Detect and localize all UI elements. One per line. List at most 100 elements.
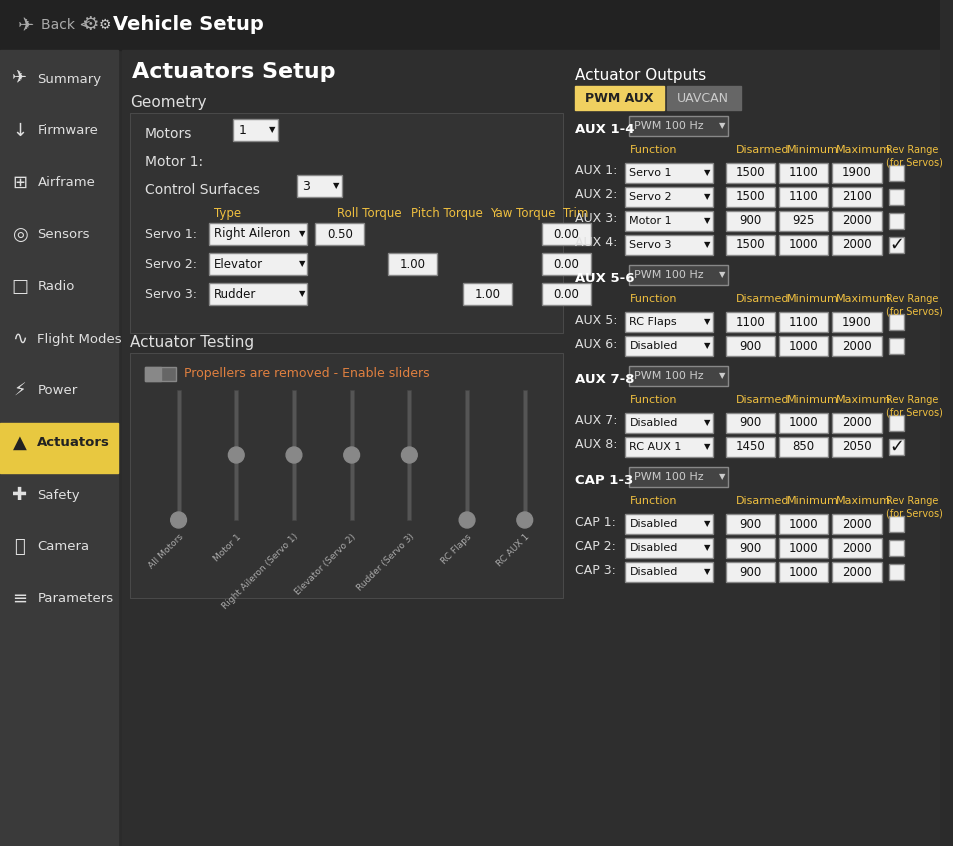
Text: 1: 1 xyxy=(238,124,246,136)
Text: 1100: 1100 xyxy=(788,167,818,179)
Text: RC Flaps: RC Flaps xyxy=(439,532,473,566)
Text: Right Aileron (Servo 1): Right Aileron (Servo 1) xyxy=(221,532,300,612)
Text: Elevator: Elevator xyxy=(213,257,263,271)
Text: CAP 1:: CAP 1: xyxy=(575,515,616,529)
Circle shape xyxy=(286,447,301,463)
Bar xyxy=(624,562,713,582)
Bar xyxy=(779,211,827,231)
Bar xyxy=(209,253,307,275)
Text: ▼: ▼ xyxy=(703,317,710,327)
Bar xyxy=(350,390,354,520)
Text: 1500: 1500 xyxy=(735,167,764,179)
Text: 850: 850 xyxy=(792,441,814,453)
Text: 2000: 2000 xyxy=(841,565,871,579)
Text: PWM AUX: PWM AUX xyxy=(585,91,653,105)
Text: Roll Torque: Roll Torque xyxy=(336,207,401,220)
Text: Minimum: Minimum xyxy=(786,395,838,405)
Text: PWM 100 Hz: PWM 100 Hz xyxy=(634,270,703,280)
Bar xyxy=(779,312,827,332)
Text: ↓: ↓ xyxy=(12,122,28,140)
Bar xyxy=(887,540,903,556)
Text: Minimum: Minimum xyxy=(786,496,838,506)
Text: Rev Range
(for Servos): Rev Range (for Servos) xyxy=(884,496,942,519)
Bar xyxy=(887,439,903,455)
Text: ▼: ▼ xyxy=(298,289,305,299)
Bar xyxy=(779,538,827,558)
Text: ▼: ▼ xyxy=(703,168,710,178)
Bar xyxy=(624,235,713,255)
Text: UAVCAN: UAVCAN xyxy=(677,91,729,105)
Text: PWM 100 Hz: PWM 100 Hz xyxy=(634,121,703,131)
Text: Disabled: Disabled xyxy=(629,543,678,553)
Text: Elevator (Servo 2): Elevator (Servo 2) xyxy=(294,532,357,596)
Text: 900: 900 xyxy=(739,215,760,228)
Text: Function: Function xyxy=(629,496,677,506)
Text: 1100: 1100 xyxy=(735,316,764,328)
Bar xyxy=(541,283,591,305)
Text: ▼: ▼ xyxy=(703,568,710,576)
Bar xyxy=(624,514,713,534)
Text: 0.00: 0.00 xyxy=(553,288,578,300)
Circle shape xyxy=(171,512,186,528)
Bar xyxy=(832,163,881,183)
Text: Maximum: Maximum xyxy=(836,496,890,506)
Text: ▲: ▲ xyxy=(12,434,27,452)
Circle shape xyxy=(458,512,475,528)
Bar xyxy=(0,423,118,473)
Text: ▼: ▼ xyxy=(298,260,305,268)
Text: CAP 3:: CAP 3: xyxy=(575,563,616,576)
Text: Maximum: Maximum xyxy=(836,294,890,304)
Circle shape xyxy=(517,512,532,528)
Text: Yaw Torque: Yaw Torque xyxy=(489,207,555,220)
Text: 1.00: 1.00 xyxy=(474,288,500,300)
Text: Vehicle Setup: Vehicle Setup xyxy=(113,15,264,35)
Bar xyxy=(233,119,277,141)
Bar xyxy=(779,163,827,183)
Text: ▼: ▼ xyxy=(719,122,725,130)
Bar xyxy=(0,0,939,50)
Text: 1.00: 1.00 xyxy=(399,257,425,271)
Text: Disarmed: Disarmed xyxy=(735,294,788,304)
Bar xyxy=(624,187,713,207)
Bar xyxy=(176,390,180,520)
Text: Function: Function xyxy=(629,395,677,405)
Bar xyxy=(779,413,827,433)
Text: 1500: 1500 xyxy=(735,239,764,251)
Bar xyxy=(624,336,713,356)
Text: CAP 2:: CAP 2: xyxy=(575,540,616,552)
Text: Rev Range
(for Servos): Rev Range (for Servos) xyxy=(884,395,942,417)
Text: 1900: 1900 xyxy=(841,316,871,328)
Text: Parameters: Parameters xyxy=(37,592,113,606)
Text: ◎: ◎ xyxy=(11,226,28,244)
Text: 2000: 2000 xyxy=(841,541,871,554)
Bar xyxy=(779,336,827,356)
Bar xyxy=(832,235,881,255)
Text: ▼: ▼ xyxy=(703,419,710,427)
Bar xyxy=(624,413,713,433)
Text: ∿: ∿ xyxy=(12,330,28,348)
Text: 3: 3 xyxy=(302,179,310,193)
Text: ⚙: ⚙ xyxy=(81,15,98,35)
Bar xyxy=(832,514,881,534)
Text: Maximum: Maximum xyxy=(836,395,890,405)
Text: Minimum: Minimum xyxy=(786,145,838,155)
Text: Summary: Summary xyxy=(37,73,101,85)
Text: 1000: 1000 xyxy=(788,518,818,530)
Text: 2000: 2000 xyxy=(841,518,871,530)
Text: Pitch Torque: Pitch Torque xyxy=(411,207,482,220)
Text: ▼: ▼ xyxy=(719,371,725,381)
Bar xyxy=(832,312,881,332)
Text: 1100: 1100 xyxy=(788,190,818,204)
Bar xyxy=(624,211,713,231)
Text: Firmware: Firmware xyxy=(37,124,98,138)
Text: 1000: 1000 xyxy=(788,416,818,430)
Bar xyxy=(145,367,160,381)
Text: CAP 1-3: CAP 1-3 xyxy=(575,474,633,487)
Bar xyxy=(666,86,740,110)
Text: Disarmed: Disarmed xyxy=(735,395,788,405)
Text: ✓: ✓ xyxy=(888,236,902,254)
Bar xyxy=(145,367,176,381)
Bar xyxy=(779,514,827,534)
Text: 0.50: 0.50 xyxy=(327,228,353,240)
Text: PWM 100 Hz: PWM 100 Hz xyxy=(634,371,703,381)
